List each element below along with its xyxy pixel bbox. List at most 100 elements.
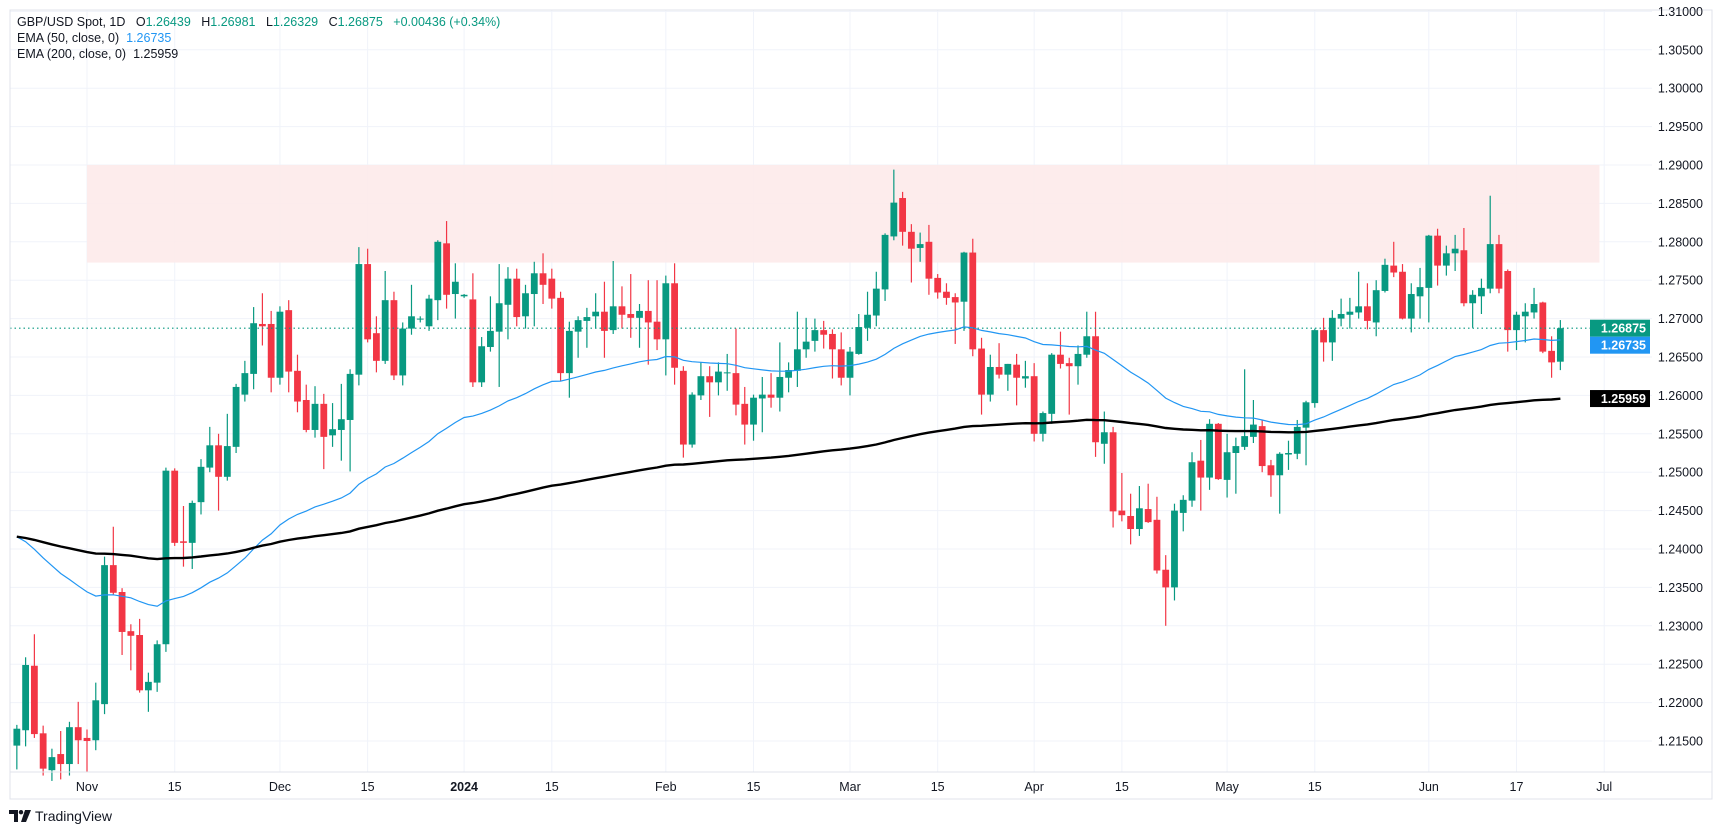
candle-body [1425,235,1433,288]
candle-body [390,300,398,376]
candle [644,280,652,365]
candle [995,343,1003,379]
candle [1214,423,1222,480]
candle [250,307,258,390]
candle [890,169,898,241]
ema200-price-tag-bg [1590,390,1650,408]
candle [741,386,749,445]
candle-body [285,310,293,372]
candle [364,248,372,343]
candle-body [829,333,836,350]
candle [653,280,661,351]
axes: 1.21500 1.22000 1.22500 1.23000 1.23500 1.240… [9,5,1713,800]
candle [618,286,626,329]
candle-body [767,394,775,398]
candle [916,232,924,262]
y-tick-label: 1.28000 [1658,235,1703,249]
symbol-label[interactable]: GBP/USD Spot, 1D [17,15,126,29]
candle [1425,234,1433,323]
candle-body [57,754,65,765]
candle [1118,472,1126,522]
candle [750,394,757,441]
candle [679,366,687,458]
candle [1486,195,1494,294]
candle [346,369,354,472]
candle-body [1171,510,1178,588]
candle-body [793,349,801,371]
candle-body [302,400,310,430]
candle [101,556,108,715]
y-tick-label: 1.23500 [1658,581,1703,595]
candle-body [548,278,556,299]
candle [57,731,65,780]
candle [548,268,556,309]
candle [1127,493,1135,545]
candle [136,618,144,693]
candle [1153,496,1161,574]
candle-body [1013,364,1021,378]
candle-body [206,445,214,468]
x-tick-label: 15 [1115,780,1129,794]
candle-body [995,366,1003,375]
candle [530,261,538,327]
candle [30,634,38,738]
candle-body [539,273,547,285]
candle [1021,360,1029,388]
legend-ohlc: GBP/USD Spot, 1D O1.26439 H1.26981 L1.26… [17,14,500,30]
candle [539,253,547,305]
candle [934,274,942,299]
candle [943,283,950,305]
candle [1346,297,1354,329]
x-tick-label: Mar [839,780,861,794]
y-tick-label: 1.29500 [1658,120,1703,134]
candle [39,725,47,776]
candle-body [451,281,459,295]
candle-body [373,333,380,361]
candle-body [74,727,82,741]
candle-body [1486,244,1494,289]
candle [706,366,714,417]
candle-body [1214,423,1222,480]
candle [574,316,582,358]
candle [1030,363,1038,442]
candle-body [715,371,722,383]
candle-body [1407,294,1415,319]
candle [969,238,977,357]
legend-ema50[interactable]: EMA (50, close, 0) 1.26735 [17,30,500,46]
ema50-price-tag: 1.26735 [1590,336,1650,354]
candle [13,724,21,770]
candle [1074,345,1082,385]
y-tick-label: 1.23000 [1658,619,1703,633]
candle [171,468,179,546]
y-tick-label: 1.22500 [1658,658,1703,672]
tradingview-icon [9,810,31,822]
low-label: L [265,15,273,29]
candle [469,273,477,387]
candle-body [416,318,424,320]
candle [267,310,275,393]
candle [1039,411,1047,442]
candle [460,294,468,298]
candle-body [215,445,222,477]
candle [1293,419,1301,460]
candle-body [1416,287,1424,297]
y-tick-label: 1.24000 [1658,543,1703,557]
candle-body [820,330,828,335]
candle [1013,353,1021,406]
candle [215,433,222,511]
candle [337,383,345,461]
candle [1442,245,1450,276]
candle-body [1179,499,1187,513]
candle-body [1442,253,1450,266]
x-tick-label: 17 [1510,780,1524,794]
candle [820,320,828,349]
tradingview-logo[interactable]: TradingView [9,808,112,824]
legend-ema200[interactable]: EMA (200, close, 0) 1.25959 [17,46,500,62]
candle-body [1346,311,1354,315]
x-tick-label: 15 [168,780,182,794]
candle-body [1021,376,1029,379]
candle-body [513,278,521,318]
candle [1179,495,1187,532]
candle-body [66,727,73,765]
